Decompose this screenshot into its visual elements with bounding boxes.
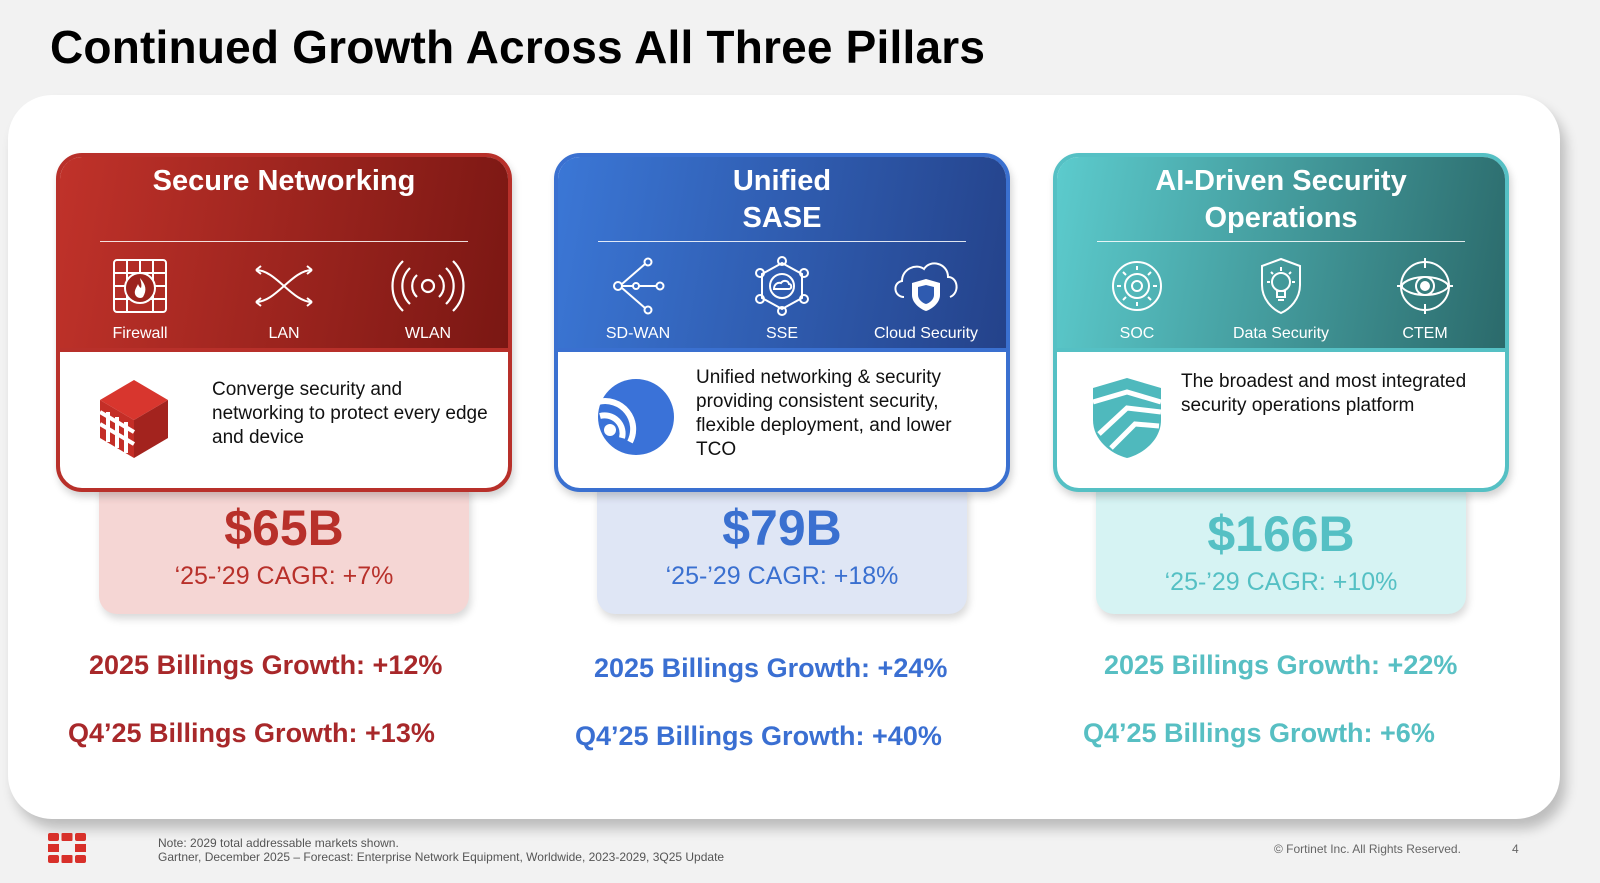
tam-cagr: ‘25-’29 CAGR: +18% <box>665 562 899 590</box>
tam-box: $166B ‘25-’29 CAGR: +10% <box>1096 486 1466 614</box>
footnote-line: Gartner, December 2025 – Forecast: Enter… <box>158 850 725 864</box>
icon-label: SD-WAN <box>605 325 671 342</box>
icon-label: Firewall <box>112 325 168 342</box>
pillar-title: AI-Driven Security Operations <box>1155 165 1407 234</box>
feature-wlan: WLAN <box>358 255 498 343</box>
icon-label: WLAN <box>404 325 452 342</box>
pillar-description: Unified networking & security providing … <box>696 367 952 460</box>
pillar-card: Secure Networking Firewall <box>56 153 512 492</box>
icon-label: CTEM <box>1402 325 1448 342</box>
billings-growth-2025: 2025 Billings Growth: +22% <box>1104 650 1458 680</box>
shield-stripes-logo-icon <box>1092 378 1162 458</box>
tam-cagr: ‘25-’29 CAGR: +10% <box>1164 568 1398 596</box>
pillar-card: AI-Driven Security Operations SOC <box>1053 153 1509 492</box>
copyright: © Fortinet Inc. All Rights Reserved. <box>1274 842 1461 856</box>
pillar-card: Unified SASE SD-WAN <box>554 153 1010 492</box>
icon-label: Data Security <box>1232 325 1330 342</box>
pillar-title: Secure Networking <box>152 165 416 197</box>
icon-label: SSE <box>765 325 798 342</box>
sse-icon <box>755 256 809 316</box>
icon-label: Cloud Security <box>873 325 979 342</box>
footnote: Note: 2029 total addressable markets sho… <box>158 836 724 864</box>
feature-cloud-security: Cloud Security <box>856 255 996 343</box>
tam-box: $65B ‘25-’29 CAGR: +7% <box>99 486 469 614</box>
footnote-line: Note: 2029 total addressable markets sho… <box>158 836 399 850</box>
pillar-description: Converge security and networking to prot… <box>212 379 488 448</box>
tam-cagr: ‘25-’29 CAGR: +7% <box>174 562 394 590</box>
pillar-header: Secure Networking Firewall <box>60 157 508 352</box>
feature-soc: SOC <box>1067 255 1207 343</box>
ctem-icon <box>1397 258 1453 314</box>
sd-wan-icon <box>613 257 665 315</box>
divider <box>1097 241 1465 242</box>
tam-value: $166B <box>1207 506 1355 562</box>
soc-icon <box>1112 261 1162 311</box>
billings-growth-q4: Q4’25 Billings Growth: +40% <box>575 721 942 751</box>
tam-value: $79B <box>722 500 842 556</box>
fortinet-logo-icon <box>48 833 86 863</box>
icon-label: SOC <box>1119 325 1155 342</box>
page-number: 4 <box>1512 842 1519 856</box>
billings-growth-q4: Q4’25 Billings Growth: +6% <box>1083 718 1435 748</box>
tam-box: $79B ‘25-’29 CAGR: +18% <box>597 486 967 614</box>
feature-ctem: CTEM <box>1355 255 1495 343</box>
fortinet-box-logo-icon <box>98 380 168 458</box>
billings-growth-2025: 2025 Billings Growth: +12% <box>89 650 443 680</box>
pillar-unified-sase: Unified SASE SD-WAN <box>554 153 1010 614</box>
pillar-ai-driven-security-operations: AI-Driven Security Operations SOC <box>1053 153 1509 614</box>
billings-growth-q4: Q4’25 Billings Growth: +13% <box>68 718 435 748</box>
divider <box>100 241 468 242</box>
data-security-icon <box>1261 257 1301 315</box>
divider <box>598 241 966 242</box>
slide-title: Continued Growth Across All Three Pillar… <box>50 21 986 73</box>
lan-icon <box>255 265 313 307</box>
cloud-security-icon <box>894 262 958 311</box>
pillar-description: The broadest and most integrated securit… <box>1181 371 1467 416</box>
wlan-icon <box>391 260 465 312</box>
billings-growth-2025: 2025 Billings Growth: +24% <box>594 653 948 683</box>
pillar-secure-networking: Secure Networking Firewall <box>56 153 512 614</box>
feature-firewall: Firewall <box>70 255 210 343</box>
feature-data-security: Data Security <box>1211 255 1351 343</box>
feature-sse: SSE <box>712 255 852 343</box>
pillar-title: Unified SASE <box>732 165 832 234</box>
pillar-header: Unified SASE SD-WAN <box>558 157 1006 352</box>
feature-sd-wan: SD-WAN <box>568 255 708 343</box>
firewall-icon <box>113 259 167 313</box>
pillar-header: AI-Driven Security Operations SOC <box>1057 157 1505 352</box>
tam-value: $65B <box>224 500 344 556</box>
icon-label: LAN <box>268 325 300 342</box>
sase-swirl-logo-icon <box>597 379 674 455</box>
feature-lan: LAN <box>214 255 354 343</box>
